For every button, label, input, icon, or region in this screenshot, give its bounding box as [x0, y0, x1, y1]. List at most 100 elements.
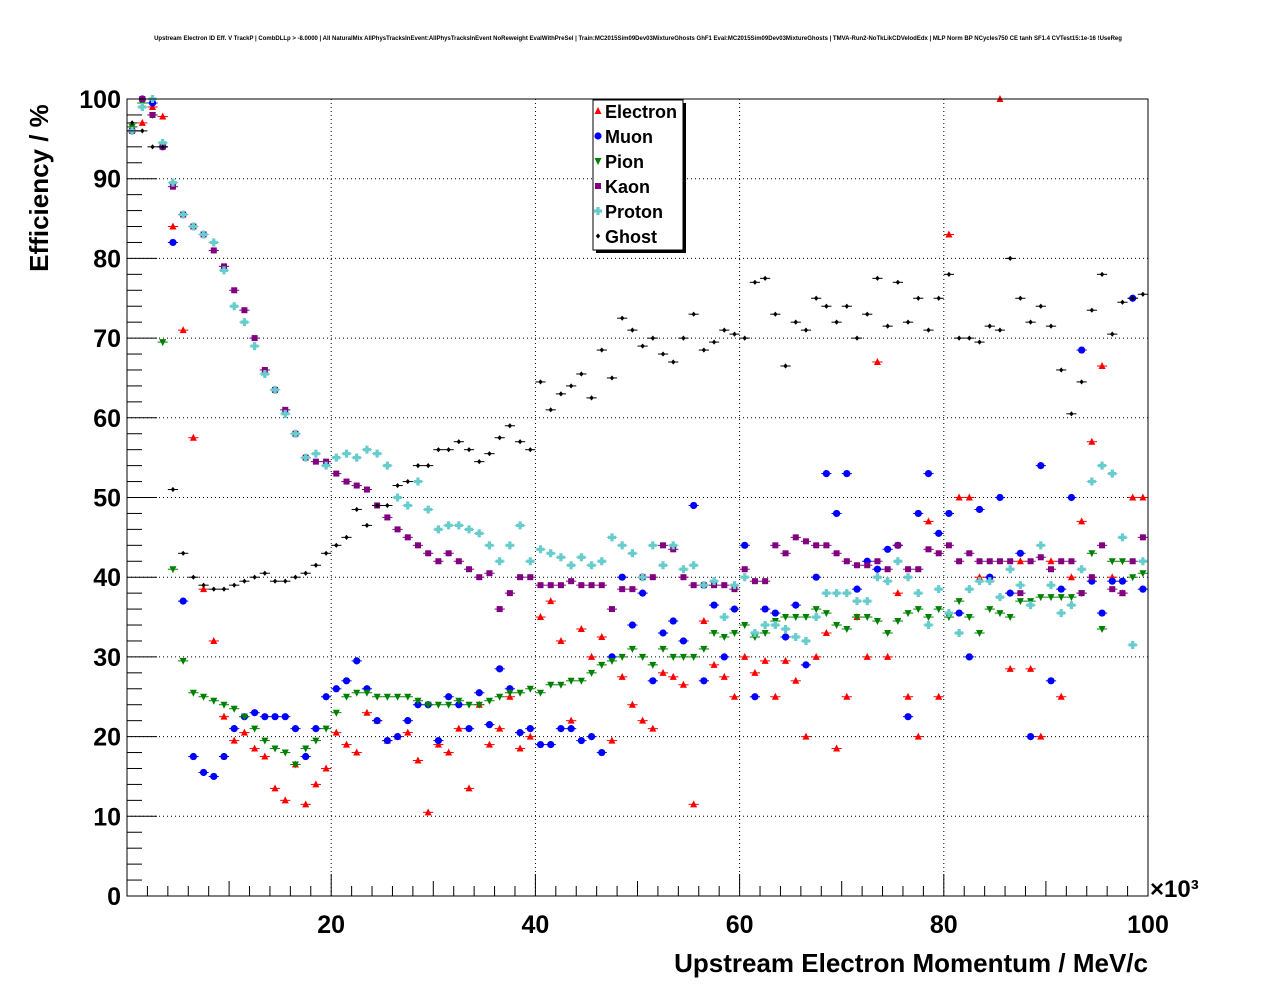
kaon-point	[1037, 554, 1044, 561]
pion-point	[1006, 614, 1014, 622]
ghost-point	[1120, 299, 1125, 305]
muon-point	[873, 565, 882, 573]
pion-point	[1129, 574, 1137, 582]
electron-point	[445, 748, 453, 756]
legend-marker-kaon	[595, 183, 601, 189]
pion-point	[1088, 550, 1096, 558]
electron-point	[710, 660, 718, 668]
pion-point	[547, 681, 555, 689]
pion-point	[557, 681, 565, 689]
electron-point	[1139, 493, 1147, 501]
muon-point	[332, 685, 340, 693]
electron-point	[271, 784, 279, 792]
proton-point	[516, 521, 525, 530]
ghost-point	[967, 335, 972, 341]
pion-point	[863, 614, 871, 622]
pion-point	[669, 653, 677, 661]
kaon-point	[517, 574, 524, 581]
electron-point	[240, 728, 248, 736]
pion-point	[924, 614, 932, 622]
ghost-point	[191, 574, 196, 580]
muon-point	[679, 637, 688, 645]
ghost-point	[1059, 367, 1064, 373]
ghost-point	[589, 395, 594, 401]
muon-point	[496, 665, 504, 673]
electron-point	[537, 613, 545, 621]
muon-point	[598, 748, 606, 757]
legend-label-electron: Electron	[605, 102, 677, 122]
muon-point	[832, 509, 841, 518]
ghost-point	[242, 578, 247, 584]
pion-point	[741, 622, 749, 630]
pion-point	[434, 701, 442, 709]
proton-point	[332, 453, 341, 462]
kaon-point	[1027, 558, 1034, 565]
muon-point	[230, 725, 238, 733]
ghost-point	[262, 570, 268, 576]
pion-point	[537, 689, 545, 697]
pion-point	[853, 614, 861, 622]
ghost-point	[425, 463, 431, 469]
y-tick-label: 10	[93, 803, 121, 831]
electron-point	[730, 692, 738, 700]
pion-point	[730, 629, 738, 637]
ghost-point	[497, 435, 502, 441]
muon-point	[169, 238, 177, 247]
electron-point	[230, 736, 238, 744]
muon-point	[445, 693, 453, 701]
proton-point	[618, 541, 627, 550]
ghost-point	[895, 279, 901, 285]
muon-point	[1026, 733, 1035, 741]
proton-point	[944, 609, 953, 618]
proton-point	[454, 521, 463, 530]
muon-point	[536, 740, 545, 749]
x-multiplier: ×10³	[1150, 876, 1199, 903]
electron-point	[1057, 692, 1065, 700]
pion-point	[291, 761, 299, 769]
pion-point	[404, 693, 412, 701]
pion-point	[251, 725, 259, 733]
pion-point	[884, 629, 892, 637]
electron-point	[210, 636, 218, 644]
muon-point	[485, 721, 494, 729]
y-tick-label: 70	[93, 325, 121, 353]
kaon-point	[619, 586, 626, 593]
kaon-point	[772, 542, 779, 549]
proton-point	[761, 621, 770, 630]
electron-point	[873, 358, 881, 366]
y-tick-label: 50	[93, 485, 121, 513]
ghost-point	[323, 550, 329, 556]
series-ghost	[127, 120, 1148, 592]
proton-point	[342, 449, 351, 458]
pion-point	[261, 737, 269, 745]
x-axis-label: Upstream Electron Momentum / MeV/c	[674, 948, 1148, 978]
y-tick-label: 60	[93, 405, 121, 433]
electron-point	[516, 744, 524, 752]
ghost-point	[854, 335, 860, 341]
muon-point	[720, 653, 728, 661]
electron-point	[598, 632, 606, 640]
ghost-point	[987, 323, 992, 329]
electron-point	[567, 716, 575, 724]
proton-point	[1006, 565, 1015, 574]
kaon-point	[588, 582, 595, 589]
electron-point	[751, 668, 759, 676]
pion-point	[945, 614, 953, 622]
ghost-point	[477, 459, 482, 465]
y-tick-label: 30	[93, 644, 121, 672]
ghost-point	[1110, 331, 1115, 337]
kaon-point	[455, 558, 462, 565]
proton-point	[679, 565, 688, 574]
pion-point	[353, 689, 361, 697]
kaon-point	[527, 574, 534, 581]
kaon-point	[476, 574, 483, 581]
electron-point	[1037, 732, 1045, 740]
ghost-point	[528, 447, 533, 453]
proton-point	[1026, 601, 1035, 610]
kaon-point	[1129, 558, 1136, 565]
kaon-point	[884, 566, 891, 573]
kaon-point	[915, 566, 922, 573]
kaon-point	[1119, 590, 1126, 597]
x-tick-label: 100	[1127, 911, 1169, 939]
electron-point	[935, 692, 943, 700]
